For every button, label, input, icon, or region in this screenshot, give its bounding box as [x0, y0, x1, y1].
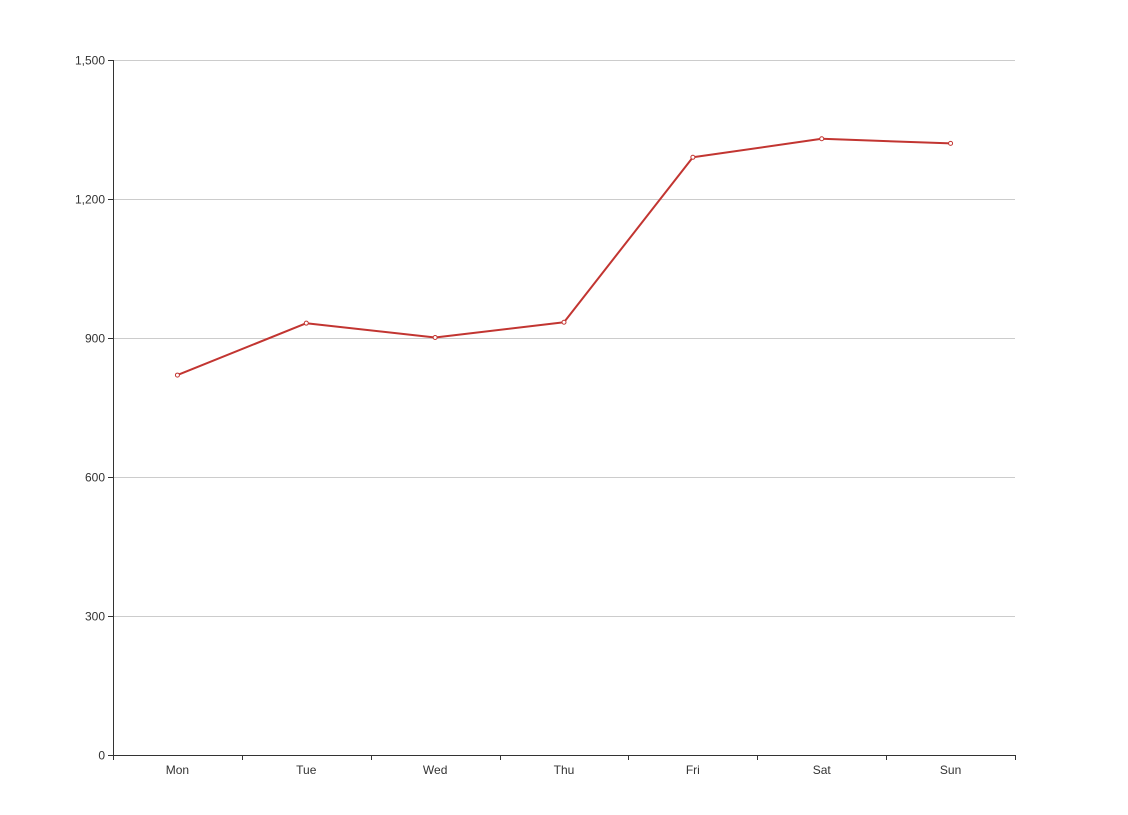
axes: [108, 60, 1016, 760]
data-point-marker[interactable]: [690, 154, 696, 160]
y-tick-label: 0: [98, 749, 105, 763]
data-point-marker[interactable]: [174, 372, 180, 378]
data-point-marker[interactable]: [819, 136, 825, 142]
y-tick-label: 300: [85, 610, 105, 624]
data-point-marker[interactable]: [948, 140, 954, 146]
x-tick-label: Sun: [940, 763, 961, 777]
data-point-marker[interactable]: [303, 320, 309, 326]
x-axis-tick-labels: Mon Tue Wed Thu Fri Sat Sun: [166, 763, 961, 777]
data-point-marker[interactable]: [432, 335, 438, 341]
x-tick-label: Fri: [686, 763, 700, 777]
x-tick-label: Mon: [166, 763, 189, 777]
x-tick-label: Thu: [554, 763, 575, 777]
x-tick-label: Wed: [423, 763, 447, 777]
series-line: [177, 137, 951, 377]
data-point-marker[interactable]: [561, 319, 567, 325]
y-tick-label: 1,200: [75, 193, 105, 207]
y-tick-label: 600: [85, 471, 105, 485]
y-tick-label: 900: [85, 332, 105, 346]
grid-lines: [113, 60, 1015, 617]
y-tick-label: 1,500: [75, 54, 105, 68]
series-layer: [174, 136, 954, 378]
x-tick-label: Tue: [296, 763, 317, 777]
y-axis-tick-labels: 0 300 600 900 1,200 1,500: [75, 54, 105, 763]
x-tick-label: Sat: [813, 763, 832, 777]
